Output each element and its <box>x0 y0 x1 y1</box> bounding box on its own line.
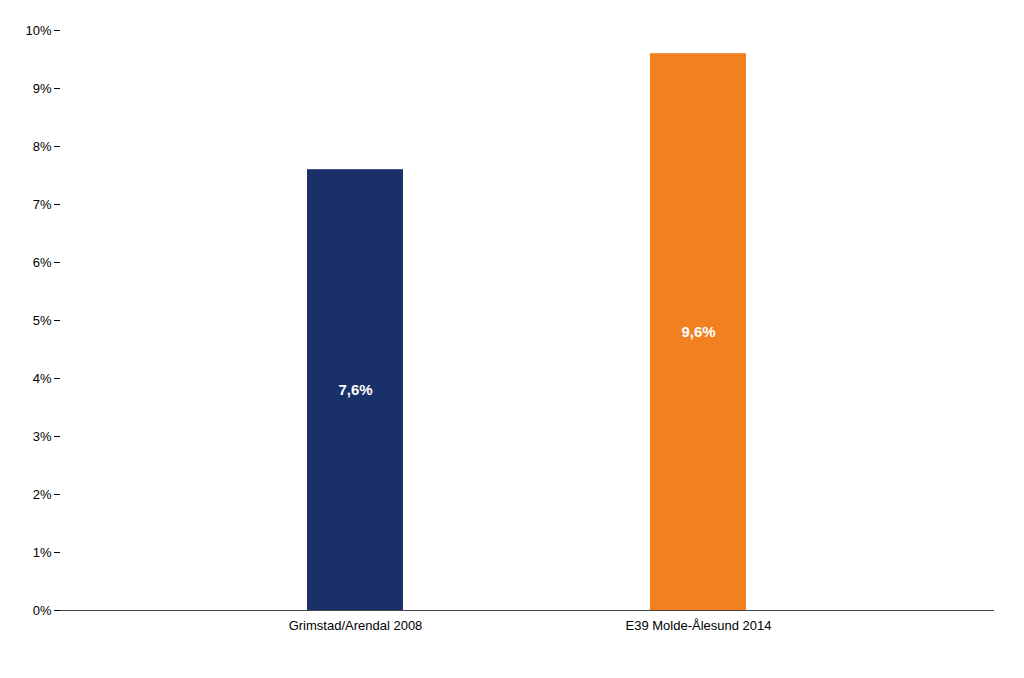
svg-text:1%: 1% <box>33 545 52 560</box>
svg-text:3%: 3% <box>33 429 52 444</box>
svg-text:10%: 10% <box>25 23 51 38</box>
svg-text:2%: 2% <box>33 487 52 502</box>
svg-text:E39 Molde-Ålesund 2014: E39 Molde-Ålesund 2014 <box>626 618 772 633</box>
svg-text:Grimstad/Arendal 2008: Grimstad/Arendal 2008 <box>289 618 423 633</box>
svg-text:8%: 8% <box>33 139 52 154</box>
svg-text:7%: 7% <box>33 197 52 212</box>
svg-text:5%: 5% <box>33 313 52 328</box>
svg-text:9,6%: 9,6% <box>681 323 715 340</box>
svg-text:9%: 9% <box>33 81 52 96</box>
svg-text:0%: 0% <box>33 603 52 618</box>
svg-text:6%: 6% <box>33 255 52 270</box>
svg-text:4%: 4% <box>33 371 52 386</box>
svg-text:7,6%: 7,6% <box>338 381 372 398</box>
